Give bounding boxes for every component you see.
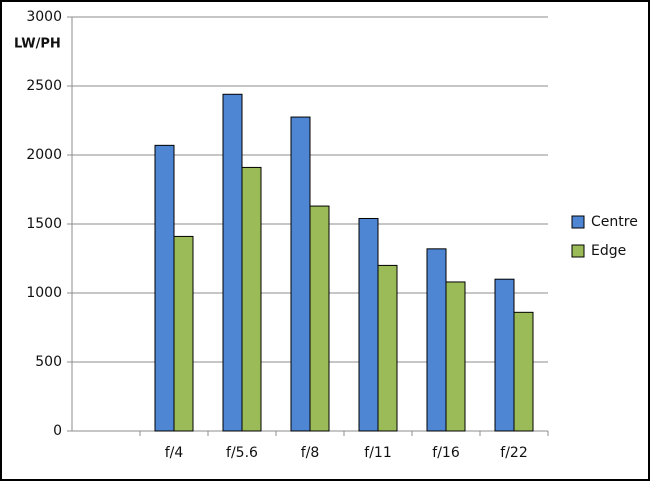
legend-swatch bbox=[571, 244, 585, 258]
bar bbox=[445, 281, 466, 432]
bar bbox=[241, 166, 262, 432]
bar bbox=[290, 116, 311, 432]
x-tick-label: f/8 bbox=[301, 445, 320, 461]
y-tick-label: 2000 bbox=[26, 147, 62, 163]
bar bbox=[358, 217, 379, 432]
x-tick-label: f/5.6 bbox=[226, 445, 258, 461]
bar bbox=[222, 93, 243, 432]
bar bbox=[494, 278, 515, 432]
legend-label: Edge bbox=[591, 243, 626, 259]
bar bbox=[173, 235, 194, 432]
bar bbox=[513, 311, 534, 432]
y-axis-label: LW/PH bbox=[14, 37, 61, 52]
y-tick-label: 500 bbox=[35, 354, 62, 370]
y-tick-label: 2500 bbox=[26, 78, 62, 94]
legend-label: Centre bbox=[591, 214, 638, 230]
bar bbox=[309, 205, 330, 432]
bar bbox=[154, 144, 175, 432]
x-tick-label: f/16 bbox=[432, 445, 460, 461]
x-tick-label: f/4 bbox=[165, 445, 184, 461]
y-tick-label: 3000 bbox=[26, 9, 62, 25]
y-tick-label: 1500 bbox=[26, 216, 62, 232]
y-tick-label: 0 bbox=[53, 423, 62, 439]
legend-swatch bbox=[571, 215, 585, 229]
x-tick-label: f/22 bbox=[500, 445, 527, 461]
bar bbox=[377, 264, 398, 432]
bar bbox=[426, 248, 447, 432]
y-tick-label: 1000 bbox=[26, 285, 62, 301]
x-tick-label: f/11 bbox=[364, 445, 391, 461]
